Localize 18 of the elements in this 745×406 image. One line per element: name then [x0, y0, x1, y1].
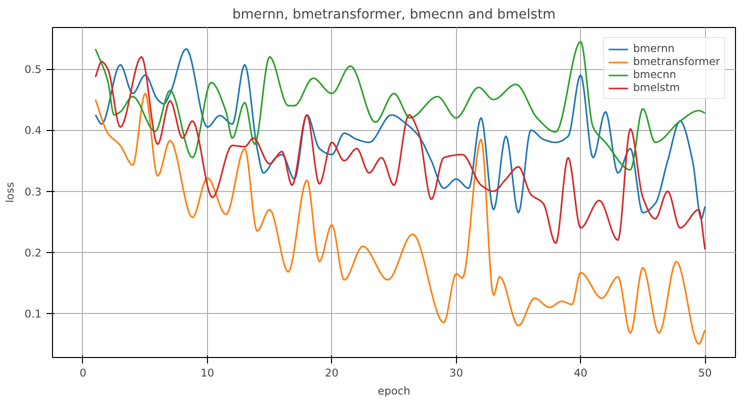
x-tick-label: 10	[200, 366, 214, 380]
legend-label: bmecnn	[633, 68, 676, 81]
y-tick-label: 0.2	[24, 246, 42, 260]
legend-label: bmetransformer	[633, 55, 720, 68]
y-tick-label: 0.4	[24, 124, 42, 138]
y-axis-title: loss	[4, 182, 17, 203]
x-tick-label: 50	[698, 366, 712, 380]
legend-label: bmelstm	[633, 81, 680, 94]
x-tick-label: 30	[449, 366, 464, 380]
chart-title: bmernn, bmetransformer, bmecnn and bmelstm	[232, 8, 556, 22]
x-tick-label: 20	[325, 366, 339, 380]
legend-label: bmernn	[633, 42, 675, 55]
x-tick-label: 40	[574, 366, 588, 380]
y-tick-label: 0.1	[24, 308, 42, 320]
y-tick-label: 0.5	[24, 63, 42, 76]
x-axis-title: epoch	[378, 384, 410, 398]
y-tick-label: 0.3	[24, 185, 42, 198]
x-tick-label: 0	[80, 366, 87, 380]
